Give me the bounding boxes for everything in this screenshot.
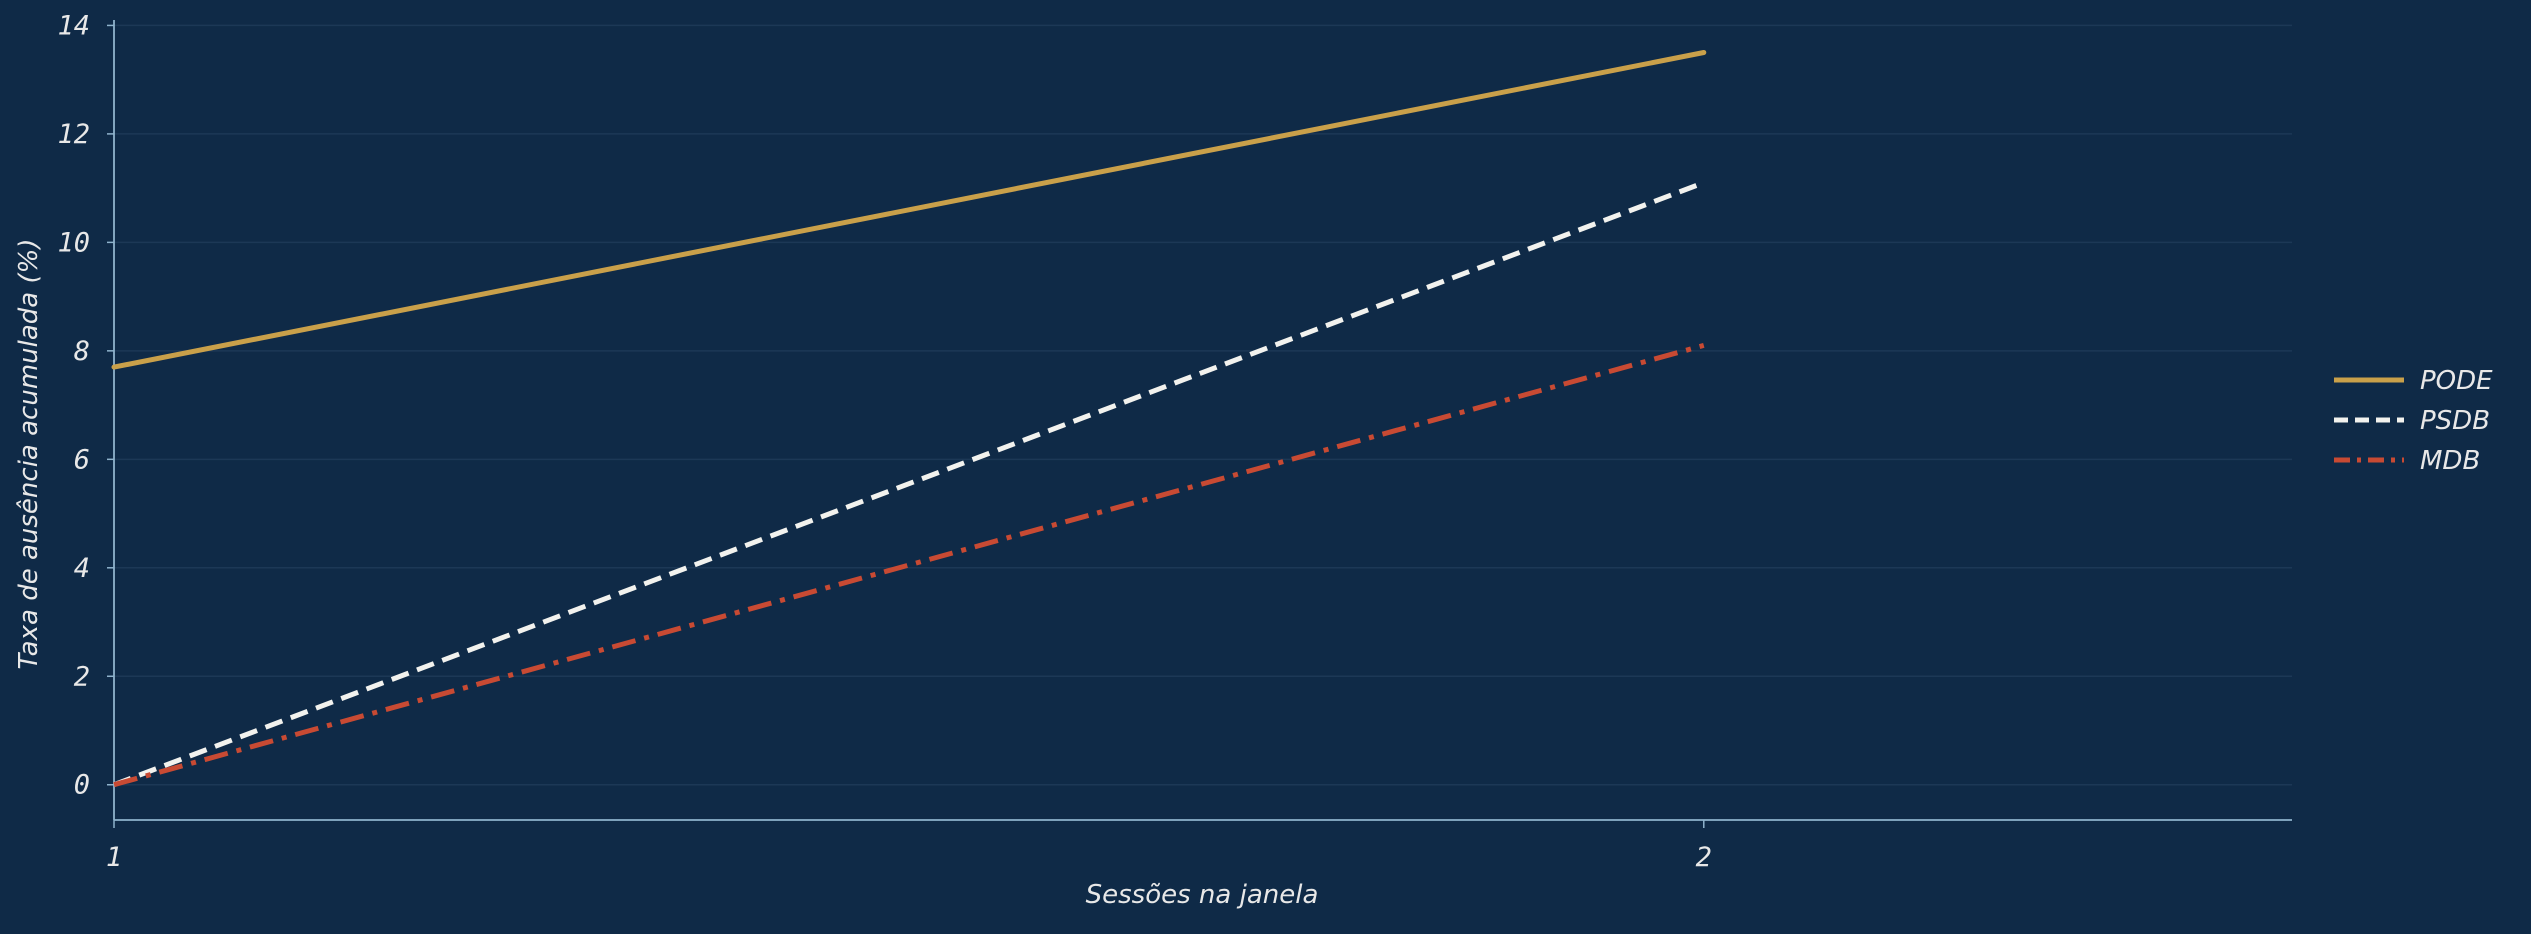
y-tick-label: 6 (74, 444, 90, 475)
y-tick-label: 8 (74, 336, 90, 367)
y-tick-label: 10 (57, 227, 90, 258)
series-line-mdb (114, 345, 1704, 784)
y-tick-label: 2 (74, 661, 90, 692)
legend-label-pode: PODE (2420, 366, 2493, 396)
y-tick-label: 14 (57, 10, 90, 41)
y-tick-label: 0 (74, 770, 90, 801)
x-tick-label: 1 (106, 842, 122, 873)
y-tick-label: 4 (74, 553, 90, 584)
y-axis-title: Taxa de ausência acumulada (%) (14, 239, 44, 670)
legend-label-mdb: MDB (2420, 446, 2480, 476)
x-axis-title: Sessões na janela (1086, 880, 1319, 910)
series-lines (114, 53, 1704, 785)
legend-label-psdb: PSDB (2420, 406, 2490, 436)
series-line-pode (114, 53, 1704, 368)
legend: PODE PSDB MDB (2334, 366, 2493, 476)
y-tick-label: 12 (57, 119, 90, 150)
grid-lines (114, 25, 2292, 784)
x-tick-label: 2 (1696, 842, 1712, 873)
series-line-psdb (114, 183, 1704, 785)
